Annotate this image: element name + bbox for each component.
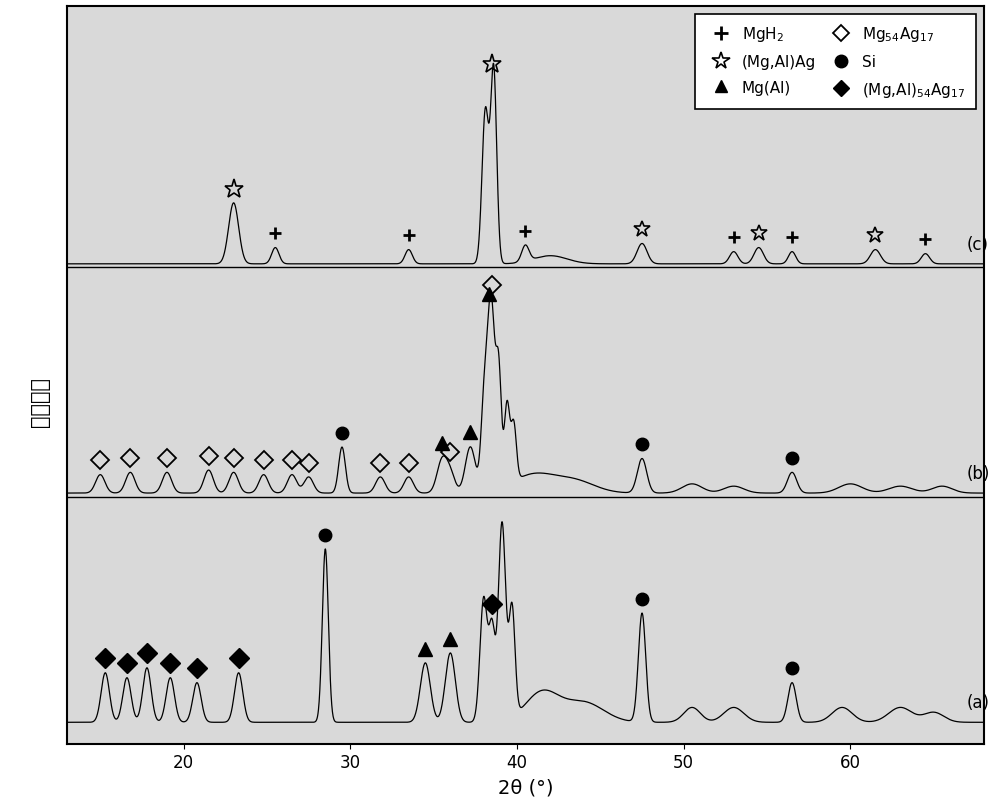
Text: (a): (a) [967, 693, 990, 711]
Text: (c): (c) [967, 235, 989, 254]
X-axis label: 2θ (°): 2θ (°) [498, 777, 553, 796]
Legend: MgH$_2$, (Mg,Al)Ag, Mg(Al), Mg$_{54}$Ag$_{17}$, Si, (Mg,Al)$_{54}$Ag$_{17}$: MgH$_2$, (Mg,Al)Ag, Mg(Al), Mg$_{54}$Ag$… [695, 14, 976, 110]
Text: 衍射强度: 衍射强度 [30, 377, 50, 426]
Text: (b): (b) [967, 464, 990, 483]
